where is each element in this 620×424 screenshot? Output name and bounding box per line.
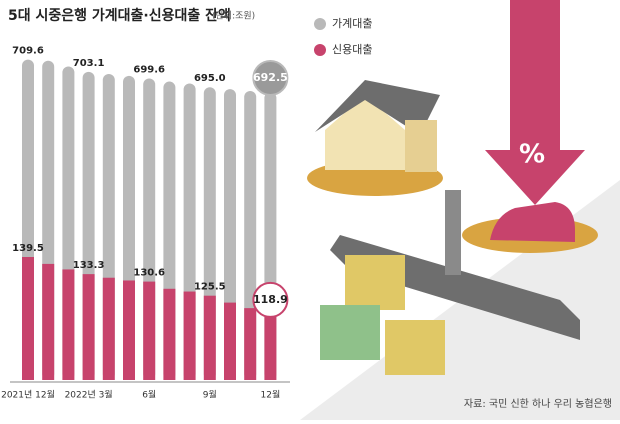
credit-bar <box>82 274 95 380</box>
money <box>320 305 380 360</box>
legend-label: 가계대출 <box>332 17 372 30</box>
credit-bar <box>143 281 156 380</box>
credit-bar <box>42 263 55 380</box>
source: 자료: 국민 신한 하나 우리 농협은행 <box>464 397 612 410</box>
value-label: 692.5 <box>253 71 288 84</box>
value-label: 703.1 <box>73 58 105 69</box>
x-tick-label: 12월 <box>261 389 281 401</box>
value-label: 709.6 <box>12 46 44 57</box>
percent-icon: % <box>519 140 545 170</box>
credit-bar <box>22 256 34 380</box>
legend-marker <box>314 18 326 30</box>
household-bar <box>244 91 257 380</box>
credit-bar <box>244 308 257 380</box>
unit-label: (단위:조원) <box>212 11 255 22</box>
value-label: 139.5 <box>12 243 44 254</box>
credit-bar <box>264 313 277 380</box>
arrow <box>485 0 585 205</box>
legend-label: 신용대출 <box>332 43 372 56</box>
credit-bar <box>163 288 176 380</box>
x-tick-label: 9월 <box>203 389 217 401</box>
value-label: 130.6 <box>133 268 165 279</box>
value-label: 695.0 <box>194 73 226 84</box>
x-tick-label: 2022년 3월 <box>65 389 113 401</box>
value-label: 118.9 <box>253 293 288 306</box>
value-label: 125.5 <box>194 282 226 293</box>
money <box>385 320 445 375</box>
scale-post <box>445 190 461 275</box>
chart-title: 5대 시중은행 가계대출·신용대출 잔액 <box>8 7 231 24</box>
value-label: 699.6 <box>133 65 165 76</box>
credit-bar <box>203 295 216 380</box>
house <box>325 95 405 170</box>
credit-bar <box>62 269 75 380</box>
illustration: % <box>307 0 598 375</box>
x-tick-label: 6월 <box>142 389 156 401</box>
credit-bar <box>102 277 115 380</box>
money <box>345 255 405 310</box>
highlight-badge <box>252 59 289 96</box>
credit-bar <box>183 291 196 380</box>
x-tick-label: 2021년 12월 <box>1 389 55 401</box>
highlight-badge <box>252 281 289 318</box>
house-side <box>405 120 437 172</box>
legend-marker <box>314 44 326 56</box>
credit-bar <box>224 302 236 380</box>
credit-bar <box>123 280 135 380</box>
car <box>490 202 575 242</box>
value-label: 133.3 <box>73 260 105 271</box>
